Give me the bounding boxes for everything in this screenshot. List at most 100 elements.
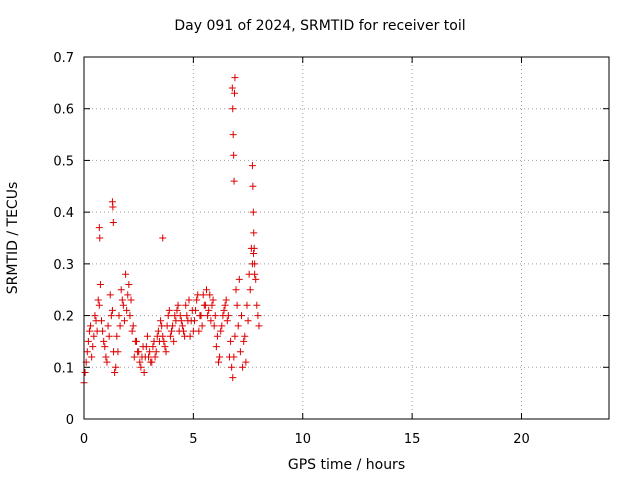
data-point <box>165 306 173 314</box>
data-point <box>232 286 240 294</box>
data-point <box>236 348 244 356</box>
data-point <box>159 234 167 242</box>
data-point <box>112 363 120 371</box>
data-point <box>188 306 196 314</box>
data-point <box>85 327 93 335</box>
data-point <box>230 177 238 185</box>
data-point <box>182 301 190 309</box>
data-point <box>223 317 231 325</box>
y-tick-label: 0.1 <box>53 361 74 376</box>
data-point <box>89 343 97 351</box>
data-point <box>213 332 221 340</box>
data-point <box>127 296 135 304</box>
data-point <box>250 250 258 258</box>
data-point <box>169 322 177 330</box>
data-point <box>248 162 256 170</box>
data-point <box>177 317 185 325</box>
data-point <box>94 296 102 304</box>
data-point <box>105 332 113 340</box>
data-point <box>231 74 239 82</box>
data-point <box>145 353 153 361</box>
data-point <box>115 312 123 320</box>
data-point <box>184 317 192 325</box>
data-point <box>219 312 227 320</box>
data-point <box>249 208 257 216</box>
data-point <box>216 353 224 361</box>
data-point <box>91 312 99 320</box>
y-tick-label: 0.7 <box>53 51 74 66</box>
data-point <box>96 234 104 242</box>
data-point <box>92 317 100 325</box>
data-point <box>147 358 155 366</box>
axis-ticks: 0 0.1 0.2 0.3 0.4 0.5 0.6 0.7 0 5 10 15 20 <box>53 51 609 447</box>
data-point <box>186 332 194 340</box>
data-point <box>111 368 119 376</box>
data-point <box>130 353 138 361</box>
data-point <box>250 244 258 252</box>
y-tick-label: 0.6 <box>53 103 74 118</box>
data-point <box>203 286 210 294</box>
data-point <box>96 281 104 289</box>
data-point <box>220 306 228 314</box>
data-point <box>193 296 201 304</box>
data-point <box>198 322 206 330</box>
data-point <box>255 322 263 330</box>
data-point <box>185 296 193 304</box>
data-point <box>170 337 178 345</box>
data-point <box>109 203 117 211</box>
data-point <box>171 312 179 320</box>
data-point <box>252 275 260 283</box>
data-point <box>197 312 205 320</box>
data-point <box>136 358 144 366</box>
data-point <box>124 291 132 299</box>
data-point <box>107 312 115 320</box>
data-point <box>118 296 126 304</box>
data-point <box>166 332 174 340</box>
data-point <box>137 363 145 371</box>
data-point <box>251 260 259 268</box>
data-point <box>207 317 215 325</box>
data-point <box>142 343 150 351</box>
data-point <box>240 337 248 345</box>
data-point <box>128 327 136 335</box>
data-point <box>81 368 89 376</box>
data-point <box>231 89 238 97</box>
data-point <box>140 368 148 376</box>
data-point <box>90 332 98 340</box>
data-point <box>168 327 175 335</box>
data-point <box>239 363 247 371</box>
data-point <box>254 312 262 320</box>
chart-title: Day 091 of 2024, SRMTID for receiver toi… <box>174 18 466 34</box>
data-point <box>199 291 207 299</box>
data-point <box>183 312 191 320</box>
data-points <box>80 74 263 387</box>
data-point <box>246 286 254 294</box>
data-point <box>146 348 154 356</box>
data-point <box>230 151 238 159</box>
data-point <box>138 353 146 361</box>
data-point <box>243 301 251 309</box>
data-point <box>180 327 188 335</box>
data-point <box>126 312 134 320</box>
plot-frame <box>83 56 610 420</box>
data-point <box>209 296 217 304</box>
data-point <box>160 337 168 345</box>
data-point <box>195 327 203 335</box>
y-tick-label: 0.2 <box>53 310 74 325</box>
data-point <box>134 348 142 356</box>
data-point <box>238 312 245 320</box>
data-point <box>229 105 237 113</box>
data-point <box>153 332 161 340</box>
data-point <box>157 317 165 325</box>
data-point <box>109 218 117 226</box>
x-axis-label: GPS time / hours <box>287 457 406 473</box>
data-point <box>205 306 213 314</box>
x-tick-label: 0 <box>80 432 88 447</box>
data-point <box>103 358 111 366</box>
data-point <box>173 306 181 314</box>
data-point <box>229 131 237 139</box>
data-point <box>84 337 92 345</box>
data-point <box>102 353 110 361</box>
data-point <box>119 301 127 309</box>
data-point <box>87 322 95 330</box>
